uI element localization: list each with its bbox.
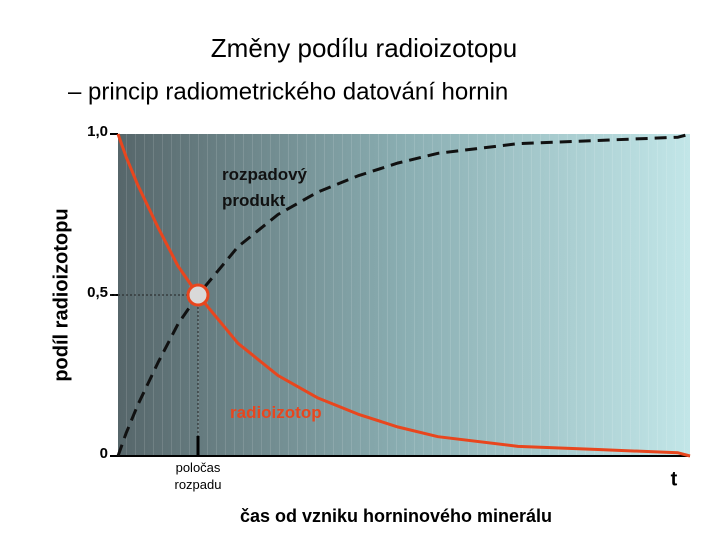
y-tick-label: 1,0 bbox=[87, 123, 108, 140]
plot-stripes bbox=[118, 134, 690, 456]
y-tick-label: 0 bbox=[100, 445, 108, 462]
series-line bbox=[116, 133, 691, 458]
x-axis-label: čas od vzniku horninového minerálu bbox=[240, 506, 552, 526]
x-end-label: t bbox=[671, 468, 678, 490]
y-tick-label: 0,5 bbox=[87, 284, 108, 301]
y-axis-label: podíl radioizotopu bbox=[50, 208, 72, 381]
series-line bbox=[116, 132, 691, 457]
chart-title: Změny podílu radioizotopu bbox=[211, 33, 517, 63]
chart-subtitle: – princip radiometrického datování horni… bbox=[68, 78, 508, 105]
half-life-point bbox=[186, 283, 210, 307]
series-label: radioizotop bbox=[230, 403, 322, 422]
series-label: rozpadový produkt bbox=[222, 165, 308, 210]
x-tick-label: poločas rozpadu bbox=[174, 460, 222, 492]
